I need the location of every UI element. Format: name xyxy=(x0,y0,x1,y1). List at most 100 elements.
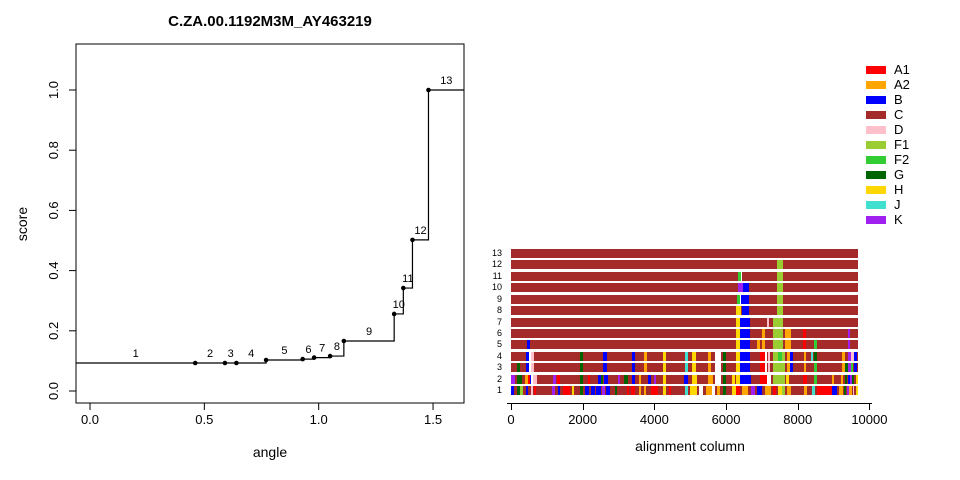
subtype-stripe-F1 xyxy=(777,306,784,316)
subtype-stripe-B xyxy=(847,374,850,384)
subtype-stripe-W xyxy=(699,386,703,396)
alignment-tick xyxy=(582,404,584,410)
legend-swatch-D xyxy=(866,125,886,134)
subtype-stripe-A2 xyxy=(849,386,853,396)
bar-row-label: 13 xyxy=(491,248,502,258)
subtype-stripe-W xyxy=(741,271,743,281)
step-label: 3 xyxy=(228,348,234,360)
subtype-stripe-F1 xyxy=(777,283,783,293)
subtype-stripe-A2 xyxy=(785,328,791,338)
bar-row-label: 8 xyxy=(496,305,502,316)
subtype-stripe-H xyxy=(662,363,667,373)
subtype-stripe-G xyxy=(814,351,818,361)
subtype-stripe-D xyxy=(767,363,770,373)
legend-swatch-A2 xyxy=(866,80,886,89)
subtype-stripe-D xyxy=(767,317,770,327)
subtype-stripe-K xyxy=(846,386,849,396)
subtype-stripe-A1 xyxy=(803,340,807,350)
bar-row-label: 2 xyxy=(496,373,502,384)
subtype-stripe-A2 xyxy=(786,363,791,373)
x-tick-label: 1.0 xyxy=(310,412,328,427)
subtype-stripe-B xyxy=(511,386,515,396)
bar-row xyxy=(511,317,859,327)
step-label: 4 xyxy=(248,348,254,360)
x-axis-label-alignment-column: alignment column xyxy=(635,438,745,454)
legend-swatch-H xyxy=(866,185,886,194)
subtype-stripe-F2 xyxy=(814,374,818,384)
step-label: 8 xyxy=(334,341,340,353)
legend-label: B xyxy=(894,92,903,107)
subtype-stripe-A1 xyxy=(760,351,766,361)
step-dot xyxy=(391,311,397,317)
subtype-stripe-F1 xyxy=(772,317,784,327)
subtype-stripe-A2 xyxy=(757,340,761,350)
subtype-stripe-B xyxy=(832,386,838,396)
step-label: 10 xyxy=(393,299,405,311)
subtype-stripe-G xyxy=(723,374,726,384)
subtype-stripe-F2 xyxy=(778,351,782,361)
subtype-stripe-F2 xyxy=(736,294,741,304)
step-dot xyxy=(222,360,228,366)
legend-label: F1 xyxy=(894,137,910,152)
subtype-stripe-G xyxy=(601,374,604,384)
subtype-stripe-A1 xyxy=(626,386,630,396)
subtype-stripe-K xyxy=(511,374,516,384)
subtype-stripe-F1 xyxy=(781,386,786,396)
legend-label: A2 xyxy=(894,77,910,92)
subtype-stripe-A1 xyxy=(760,374,768,384)
subtype-stripe-B xyxy=(632,363,635,373)
subtype-stripe-A1 xyxy=(668,386,672,396)
subtype-stripe-G xyxy=(723,363,726,373)
bar-row xyxy=(511,249,859,258)
subtype-stripe-A2 xyxy=(742,386,748,396)
subtype-stripe-K xyxy=(848,328,851,338)
subtype-stripe-W xyxy=(715,351,721,361)
legend-label: K xyxy=(894,212,903,227)
subtype-stripe-B xyxy=(741,294,750,304)
bar-row-label: 5 xyxy=(496,339,502,350)
subtype-stripe-F1 xyxy=(772,374,786,384)
subtype-stripe-A2 xyxy=(524,374,528,384)
subtype-stripe-K xyxy=(602,386,606,396)
alignment-tick xyxy=(869,404,871,410)
subtype-stripe-J xyxy=(685,363,688,373)
step-dot xyxy=(426,87,431,93)
legend-label: J xyxy=(894,197,901,212)
subtype-stripe-J xyxy=(685,351,688,361)
step-label: 9 xyxy=(366,326,372,338)
subtype-stripe-B xyxy=(526,351,529,361)
subtype-stripe-B xyxy=(590,386,595,396)
bar-row xyxy=(511,340,859,350)
subtype-stripe-D xyxy=(531,386,534,396)
subtype-stripe-B xyxy=(632,351,635,361)
subtype-stripe-G xyxy=(580,363,584,373)
subtype-stripe-B xyxy=(854,363,857,373)
subtype-stripe-A2 xyxy=(643,386,647,396)
step-dot xyxy=(327,353,333,359)
subtype-stripe-G xyxy=(580,351,583,361)
y-tick-label: 0.4 xyxy=(46,262,61,280)
subtype-stripe-A2 xyxy=(838,386,843,396)
legend-label: G xyxy=(894,167,905,182)
alignment-x-axis xyxy=(507,403,872,404)
subtype-stripe-B xyxy=(526,340,530,350)
alignment-tick xyxy=(511,404,512,410)
legend-entry: C xyxy=(866,107,910,122)
bar-row-label: 11 xyxy=(492,270,502,281)
subtype-stripe-W xyxy=(765,363,768,373)
subtype-stripe-B xyxy=(854,351,857,361)
legend-entry: F1 xyxy=(866,137,910,152)
subtype-stripe-G xyxy=(580,386,583,396)
subtype-stripe-A2 xyxy=(831,374,835,384)
step-dot xyxy=(234,360,239,366)
alignment-tick-label: 6000 xyxy=(711,412,741,427)
subtype-stripe-B xyxy=(648,374,651,384)
subtype-stripe-A2 xyxy=(840,374,844,384)
step-label: 11 xyxy=(402,273,413,285)
legend-label: C xyxy=(894,107,904,122)
alignment-tick xyxy=(797,404,799,410)
subtype-stripe-A2 xyxy=(708,363,711,373)
subtype-stripe-F2 xyxy=(737,271,742,281)
subtype-stripe-K xyxy=(848,363,851,373)
